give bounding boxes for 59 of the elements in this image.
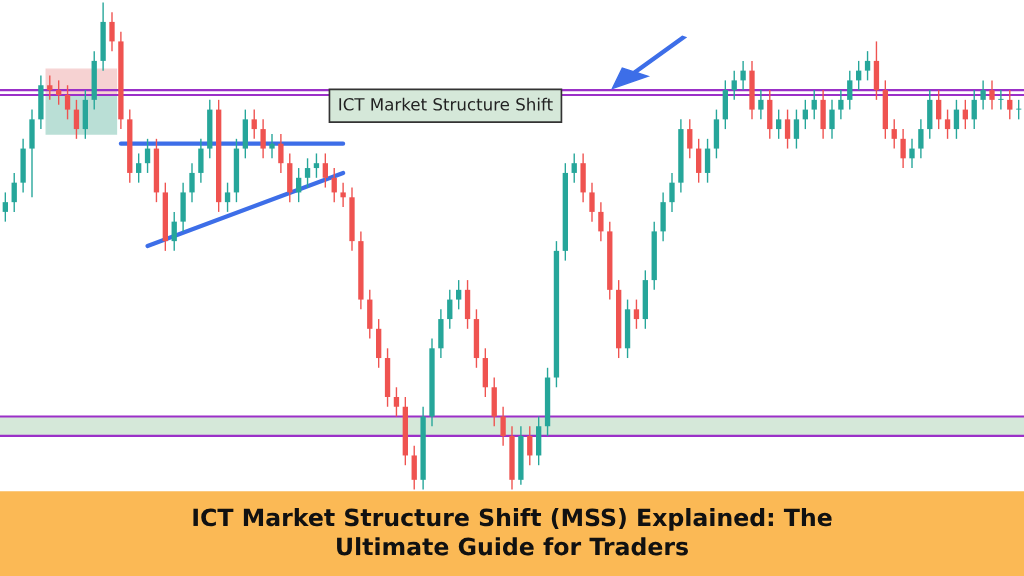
- candlestick: [47, 74, 53, 101]
- candlestick: [829, 99, 835, 140]
- candlestick: [447, 289, 453, 330]
- candlestick: [331, 167, 337, 203]
- candlestick: [340, 181, 346, 208]
- candlestick: [2, 191, 8, 223]
- candlestick: [918, 118, 924, 160]
- candlestick: [260, 118, 266, 160]
- candlestick: [278, 133, 284, 174]
- candlestick: [731, 69, 737, 101]
- candlestick: [740, 60, 746, 91]
- candlestick: [500, 406, 506, 447]
- candlestick: [64, 84, 71, 121]
- candlestick: [571, 152, 577, 184]
- candlestick: [971, 89, 977, 130]
- candlestick: [838, 89, 844, 121]
- candlestick: [776, 108, 782, 140]
- candlestick: [296, 167, 302, 203]
- candlestick: [189, 162, 195, 203]
- candlestick: [73, 99, 80, 140]
- candlestick: [980, 79, 986, 111]
- candlestick: [900, 128, 906, 169]
- candlestick: [687, 118, 693, 160]
- candlestick: [1016, 99, 1022, 121]
- candlestick: [793, 108, 800, 150]
- candlestick: [758, 89, 764, 121]
- candlestick: [109, 11, 115, 52]
- candlestick: [171, 211, 177, 252]
- candlestick: [251, 108, 257, 140]
- candlestick: [527, 425, 533, 466]
- candlestick: [393, 386, 400, 418]
- candlestick: [669, 172, 675, 213]
- candlestick: [224, 181, 231, 213]
- candlestick: [304, 157, 311, 189]
- candlestick: [313, 152, 320, 179]
- candlestick: [811, 89, 817, 121]
- candlestick: [936, 89, 942, 130]
- candlestick: [989, 79, 995, 111]
- candlestick: [953, 99, 960, 140]
- candlestick: [56, 79, 62, 106]
- candlestick: [847, 69, 853, 111]
- candlestick: [891, 118, 897, 150]
- candlestick: [136, 152, 142, 184]
- candlestick: [456, 279, 462, 311]
- candlestick: [998, 89, 1004, 111]
- annotation: ICT Market Structure Shift: [339, 97, 553, 111]
- candlestick: [864, 50, 871, 82]
- candlestick: [11, 172, 17, 213]
- candlestick: [269, 133, 275, 160]
- candlestick: [322, 152, 328, 189]
- candlestick: [784, 108, 791, 150]
- text: ICT Market Structure Shift (MSS) Explained: The Ultimate Guide for Traders: [193, 508, 832, 556]
- candlestick: [1007, 89, 1013, 121]
- candlestick: [598, 201, 604, 242]
- candlestick: [909, 138, 915, 169]
- candlestick: [144, 138, 151, 174]
- candlestick: [633, 298, 640, 330]
- candlestick: [944, 108, 951, 140]
- candlestick: [589, 181, 595, 223]
